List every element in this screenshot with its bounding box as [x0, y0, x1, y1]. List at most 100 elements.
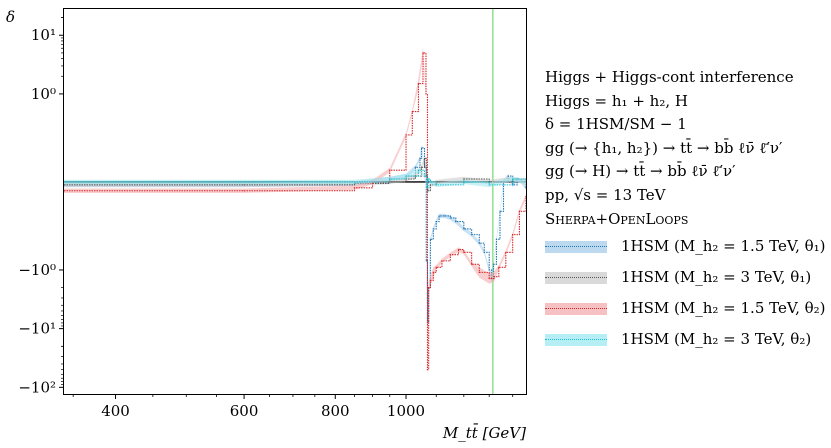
series-4-point — [353, 181, 356, 183]
legend-label-4: 1HSM (M_h₂ = 3 TeV, θ₂) — [621, 329, 812, 348]
legend-label-1: 1HSM (M_h₂ = 1.5 TeV, θ₁) — [621, 236, 826, 255]
y-axis: 10¹ 10⁰ −10⁰ −10¹ −10² — [18, 17, 64, 396]
x-axis: 400 600 800 1000 — [72, 394, 514, 420]
legend-label-3: 1HSM (M_h₂ = 1.5 TeV, θ₂) — [621, 298, 826, 317]
legend-entry-2: 1HSM (M_h₂ = 3 TeV, θ₁) — [545, 262, 829, 293]
legend-note-3: δ = 1HSM/SM − 1 — [545, 115, 687, 134]
legend-swatch-4 — [545, 333, 607, 346]
y-axis-label: δ — [6, 8, 15, 26]
x-tick-label-3: 800 — [321, 402, 350, 420]
series-1-point — [478, 242, 480, 244]
series-1-point — [420, 147, 423, 149]
series-1-point — [463, 228, 465, 230]
series-2-point — [420, 166, 423, 168]
series-1-point — [455, 221, 457, 223]
series-4-point — [426, 187, 428, 189]
series-1-point — [471, 234, 473, 236]
series-1-point — [414, 166, 416, 168]
series-1-point — [499, 210, 501, 212]
series-3-point — [463, 251, 465, 253]
series-4-point — [389, 178, 391, 180]
legend-note-4: gg (→ {h₁, h₂}) → tt̄ → bb̄ ℓν̄ ℓ̄′ν′ — [545, 138, 783, 157]
series-3-point — [449, 254, 451, 256]
series-4-point — [243, 181, 245, 183]
series-3-point — [405, 134, 407, 136]
series-3-point — [435, 266, 437, 268]
series-4-point — [427, 178, 429, 180]
series-3-point — [428, 287, 430, 289]
series-3-point — [411, 110, 413, 113]
legend-entry-1: 1HSM (M_h₂ = 1.5 TeV, θ₁) — [545, 231, 829, 262]
axes-frame — [63, 8, 527, 395]
legend-entry-4: 1HSM (M_h₂ = 3 TeV, θ₂) — [545, 324, 829, 355]
series-2-point — [488, 181, 490, 183]
series-line-1 — [64, 147, 527, 324]
series-3-point — [441, 260, 443, 262]
series-1-point — [495, 238, 498, 240]
series-1-point — [432, 228, 434, 230]
series-1-point — [425, 260, 427, 262]
series-3-point — [493, 276, 495, 278]
x-tick-label-2: 600 — [230, 402, 259, 420]
series-3-point — [422, 52, 424, 54]
legend-swatch-1 — [545, 240, 607, 253]
series-2-point — [429, 184, 432, 186]
series-1-point — [444, 215, 446, 217]
series-3-point — [498, 266, 500, 268]
series-3-point — [243, 190, 245, 192]
legend-label-2: 1HSM (M_h₂ = 3 TeV, θ₁) — [621, 267, 812, 286]
x-tick-label-1: 400 — [101, 402, 130, 420]
series-4-point — [423, 175, 426, 177]
series-1-point — [492, 263, 495, 265]
legend-note-2: Higgs = h₁ + h₂, H — [545, 91, 688, 110]
x-tick-label-4: 1000 — [387, 402, 425, 420]
series-4-point — [405, 175, 407, 177]
series-1-point — [507, 175, 509, 177]
legend-note-1: Higgs + Higgs-cont interference — [545, 68, 794, 86]
y-tick-label-5: −10² — [18, 378, 56, 396]
series-3-point — [417, 82, 420, 85]
legend-swatch-2 — [545, 271, 607, 284]
series-3-point — [471, 263, 473, 265]
series-3-point — [353, 187, 356, 189]
series-4-point — [429, 181, 432, 183]
legend-note-7: Sherpa+OpenLoops — [545, 209, 689, 228]
series-3 — [63, 47, 527, 375]
series-1-point — [449, 217, 451, 219]
series-2-point — [423, 157, 426, 160]
series-4-point — [463, 181, 465, 183]
series-1-point — [483, 251, 485, 253]
series-3-point — [432, 271, 434, 273]
series-3-point — [518, 210, 521, 212]
legend: Higgs + Higgs-cont interference Higgs = … — [545, 66, 829, 355]
series-3-point — [457, 249, 460, 251]
series-2-point — [243, 184, 245, 186]
series-3-point — [512, 234, 514, 236]
series-3-point — [426, 369, 429, 371]
series-1-point — [438, 215, 440, 217]
legend-note-5: gg (→ H) → tt̄ → bb̄ ℓν̄ ℓ̄′ν′ — [545, 162, 736, 181]
x-axis-label: M_tt̄ [GeV] — [442, 424, 526, 442]
legend-swatch-3 — [545, 302, 607, 315]
series-4-point — [512, 178, 514, 180]
series-3-point — [429, 279, 432, 281]
series-3-point — [478, 271, 480, 273]
legend-entry-3: 1HSM (M_h₂ = 1.5 TeV, θ₂) — [545, 293, 829, 324]
series-1-point — [435, 221, 437, 223]
series-2-point — [463, 178, 465, 180]
series-1-point — [419, 157, 421, 160]
y-tick-label-4: −10¹ — [18, 320, 56, 338]
legend-note-6: pp, √s = 13 TeV — [545, 185, 666, 204]
series-3-point — [425, 93, 427, 95]
series-4-point — [417, 169, 420, 171]
y-tick-label-1: 10¹ — [31, 26, 56, 44]
series-3-point — [505, 251, 507, 253]
y-tick-label-3: −10⁰ — [18, 261, 56, 279]
series-3-point — [389, 169, 391, 171]
y-tick-label-2: 10⁰ — [31, 85, 56, 103]
series-band-4 — [64, 168, 526, 191]
series-1-point — [429, 238, 432, 240]
series-3-point — [488, 277, 490, 280]
series-4-point — [435, 184, 437, 186]
